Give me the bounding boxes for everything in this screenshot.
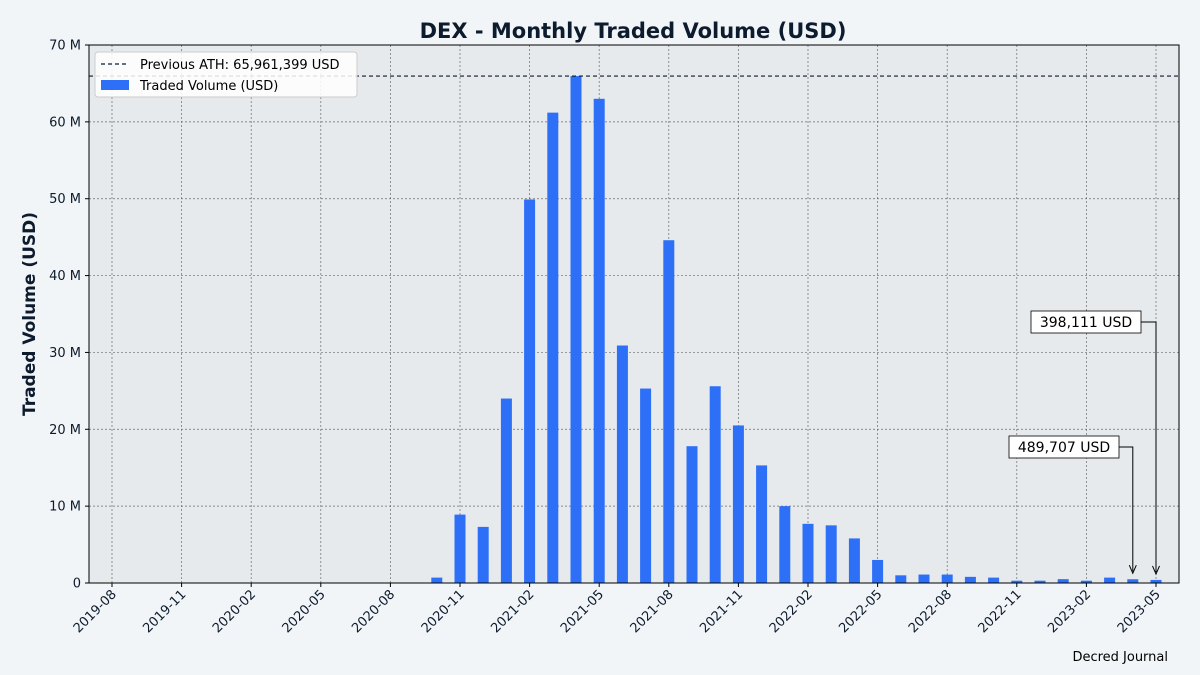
bar [500,398,512,583]
bar [941,574,953,583]
x-tick-label: 2019-08 [71,587,120,636]
bar [964,576,976,583]
x-tick-label: 2021-11 [697,587,746,636]
bar [1034,580,1046,583]
legend-ath-label: Previous ATH: 65,961,399 USD [140,58,340,73]
legend-volume-label: Traded Volume (USD) [139,79,278,94]
bar [570,76,582,583]
x-tick-label: 2021-08 [628,587,677,636]
annotation-arrowhead [1128,565,1137,575]
annotation-arrow [1119,446,1134,572]
bar [756,465,768,583]
annotation-arrowhead [1152,565,1160,576]
bars [431,76,1162,584]
bar [895,575,907,583]
y-tick-label: 10 M [49,500,81,515]
x-tick-label: 2020-08 [349,587,398,636]
bar [524,199,536,584]
bar [709,386,721,583]
bar [802,523,814,583]
bar [454,514,466,583]
grid [89,44,1179,584]
annotation-label: 489,707 USD [1018,440,1110,456]
bar [616,345,628,583]
chart-title: DEX - Monthly Traded Volume (USD) [420,19,847,43]
bar [1080,580,1092,583]
bar [1057,579,1069,583]
y-tick-label: 20 M [49,423,81,438]
x-tick-label: 2019-11 [140,587,189,636]
y-tick-label: 30 M [49,346,81,361]
y-axis-title: Traded Volume (USD) [20,212,40,416]
bar [988,577,1000,583]
bar [1127,579,1139,583]
bar [1150,579,1162,583]
bar [477,526,489,583]
bar [848,538,860,583]
y-tick-label: 60 M [49,115,81,130]
bar [663,240,675,583]
y-tick-label: 0 [73,577,81,592]
x-tick-label: 2022-11 [976,587,1025,636]
bar [779,506,791,583]
x-tick-label: 2022-02 [767,587,816,636]
x-tick-label: 2021-05 [558,587,607,636]
y-tick-label: 50 M [49,192,81,207]
bar [1104,577,1116,583]
bar [593,98,605,584]
legend-volume-swatch [101,80,129,90]
annotation-label: 398,111 USD [1040,315,1132,331]
annotation-arrow [1141,321,1157,572]
plot-frame [88,44,1180,584]
y-tick-label: 40 M [49,269,81,284]
y-axis: 0 10 M 20 M 30 M 40 M 50 M 60 M 70 M [49,39,89,592]
y-tick-label: 70 M [49,39,81,54]
x-tick-label: 2023-02 [1045,587,1094,636]
x-tick-label: 2023-05 [1115,587,1164,636]
bar [547,112,559,584]
x-tick-label: 2020-11 [419,587,468,636]
x-axis: 2019-08 2019-11 2020-02 2020-05 2020-08 2020-… [71,583,1164,636]
legend: Previous ATH: 65,961,399 USD Traded Volu… [94,51,358,98]
bar [918,574,930,583]
bar [872,559,884,583]
bar [686,446,698,583]
x-tick-label: 2022-08 [906,587,955,636]
bar [640,388,652,583]
x-tick-label: 2020-05 [280,587,329,636]
x-tick-label: 2020-02 [210,587,259,636]
credit-label: Decred Journal [1072,650,1168,665]
bar [431,577,443,583]
bar [825,525,837,583]
x-tick-label: 2022-05 [836,587,885,636]
bar [732,425,744,583]
bar [1011,580,1023,583]
annotations: 489,707 USD 398,111 USD [1008,310,1160,576]
legend-box [94,51,358,98]
plot-area [89,45,1179,583]
x-tick-label: 2021-02 [488,587,537,636]
